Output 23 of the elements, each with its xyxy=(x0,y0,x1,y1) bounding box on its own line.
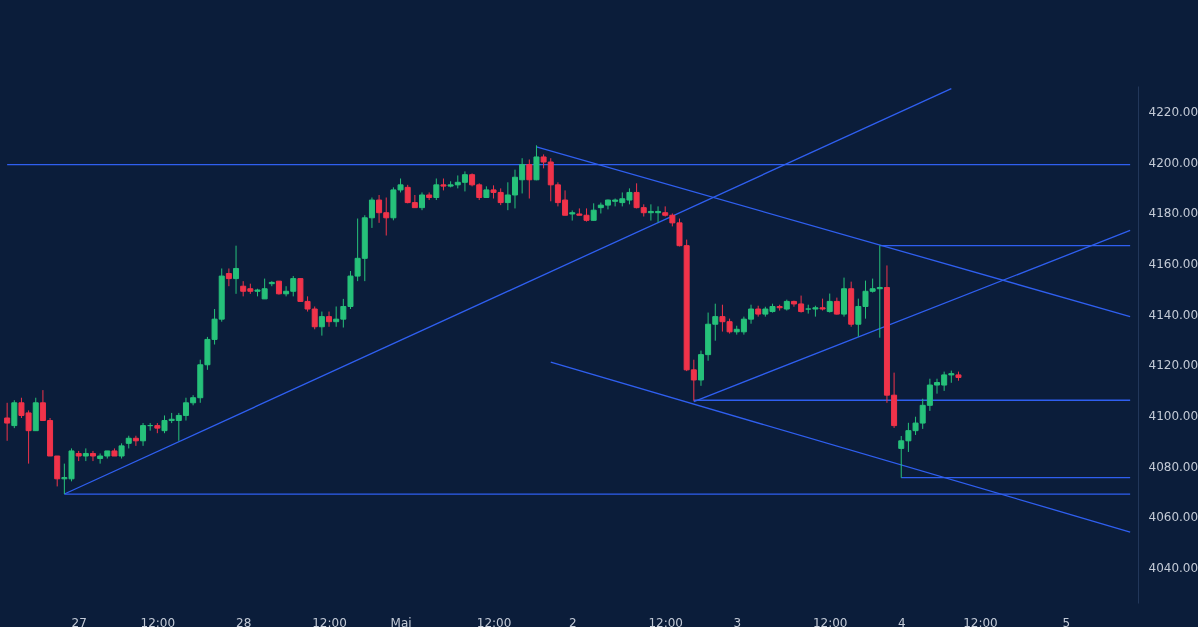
x-tick-label: 4 xyxy=(897,615,906,627)
x-tick-label: 5 xyxy=(1062,615,1071,627)
x-tick-label: Mai xyxy=(390,615,412,627)
x-tick-label: 27 xyxy=(71,615,87,627)
x-tick-label: 12:00 xyxy=(140,615,176,627)
x-tick-label: 12:00 xyxy=(963,615,998,627)
y-tick-label: 4100.00 xyxy=(1148,408,1199,423)
x-tick-label: 3 xyxy=(733,615,742,627)
y-tick-label: 4120.00 xyxy=(1148,358,1199,373)
y-tick-label: 4060.00 xyxy=(1148,510,1199,525)
x-tick-label: 12:00 xyxy=(648,615,683,627)
x-tick-label: 2 xyxy=(568,615,577,627)
y-tick-label: 4040.00 xyxy=(1148,561,1199,576)
y-tick-label: 4140.00 xyxy=(1148,307,1199,322)
x-tick-label: 12:00 xyxy=(812,615,848,627)
y-tick-label: 4080.00 xyxy=(1148,459,1199,474)
x-tick-label: 12:00 xyxy=(476,615,512,627)
y-tick-label: 4160.00 xyxy=(1148,256,1199,271)
x-tick-label: 12:00 xyxy=(312,615,347,627)
y-tick-label: 4220.00 xyxy=(1148,104,1199,119)
y-tick-label: 4200.00 xyxy=(1148,155,1199,170)
x-tick-label: 28 xyxy=(236,615,252,627)
y-tick-label: 4180.00 xyxy=(1148,206,1199,221)
